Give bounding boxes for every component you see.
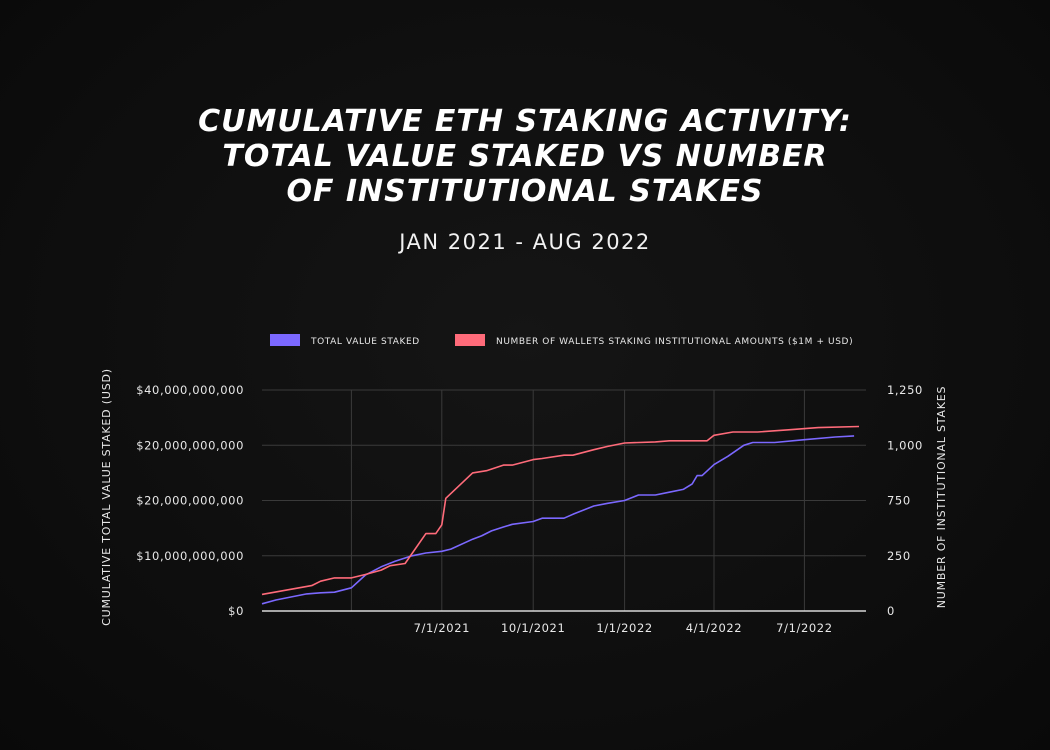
series-line-total-value	[261, 435, 855, 605]
y-axis-left-label: CUMULATIVE TOTAL VALUE STAKED (USD)	[100, 368, 113, 626]
y-right-tick-label: 250	[887, 549, 911, 563]
chart-subtitle: JAN 2021 - AUG 2022	[399, 230, 651, 254]
y-left-tick-label: $40,000,000,000	[136, 383, 244, 397]
y-left-tick-label: $10,000,000,000	[136, 549, 244, 563]
series-line-wallets	[261, 425, 860, 596]
legend-swatch-wallets	[455, 334, 485, 346]
y-left-tick-label: $20,000,000,000	[136, 438, 244, 452]
y-left-tick-label: $0	[228, 604, 244, 618]
y-right-tick-label: 1,250	[887, 383, 923, 397]
legend: TOTAL VALUE STAKED NUMBER OF WALLETS STA…	[270, 334, 853, 347]
legend-label-total-value: TOTAL VALUE STAKED	[310, 337, 420, 347]
x-tick-label: 10/1/2021	[501, 621, 565, 635]
x-tick-label: 7/1/2022	[776, 621, 832, 635]
chart-title: CUMULATIVE ETH STAKING ACTIVITY: TOTAL V…	[0, 104, 1050, 209]
grid-layer	[262, 389, 866, 611]
chart-title-line-1: CUMULATIVE ETH STAKING ACTIVITY:	[198, 104, 852, 139]
axis-layer: $0 0 $10,000,000,000 250 $20,000,000,000 750 $…	[136, 383, 923, 635]
chart-title-line-2: TOTAL VALUE STAKED VS NUMBER	[222, 139, 828, 174]
chart-title-line-3: OF INSTITUTIONAL STAKES	[286, 174, 764, 209]
y-right-tick-label: 1,000	[887, 438, 923, 452]
y-right-tick-label: 0	[887, 604, 895, 618]
legend-swatch-total-value	[270, 334, 300, 346]
x-tick-label: 7/1/2021	[414, 621, 470, 635]
x-tick-label: 1/1/2022	[596, 621, 652, 635]
series-layer	[261, 425, 860, 605]
y-left-tick-label: $20,000,000,000	[136, 494, 244, 508]
y-right-tick-label: 750	[887, 494, 911, 508]
x-tick-label: 4/1/2022	[686, 621, 742, 635]
legend-label-wallets: NUMBER OF WALLETS STAKING INSTITUTIONAL …	[496, 337, 853, 347]
y-axis-right-label: NUMBER OF INSTITUTIONAL STAKES	[935, 386, 948, 609]
